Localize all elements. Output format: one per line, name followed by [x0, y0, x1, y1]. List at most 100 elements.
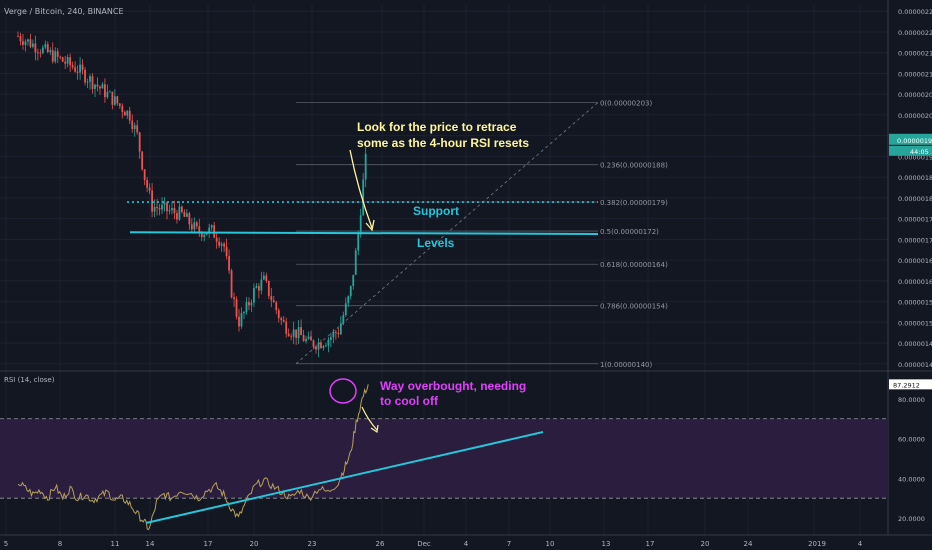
candle-body [312, 340, 315, 347]
candle-body [188, 213, 191, 225]
x-tick-label: 14 [146, 540, 155, 548]
x-tick-label: 13 [602, 540, 611, 548]
candle-body [121, 105, 124, 112]
candle-body [153, 206, 156, 212]
x-tick-label: 17 [204, 540, 213, 548]
candle-body [332, 332, 335, 338]
candle-body [181, 206, 183, 212]
candle-body [262, 275, 265, 280]
candle-body [302, 335, 305, 342]
annotation-overbought-2: to cool off [380, 394, 439, 408]
candle-body [292, 329, 295, 337]
candle-body [362, 179, 365, 216]
candle-body [297, 327, 300, 338]
candle-body [56, 51, 59, 57]
candle-body [89, 76, 91, 82]
fib-level-label: 0.618(0.00000164) [600, 261, 668, 269]
candle-body [240, 313, 243, 327]
candle-body [357, 234, 360, 251]
rsi-band [0, 418, 888, 499]
candle-body [141, 151, 144, 170]
candle-body [282, 320, 285, 322]
countdown-label: 44:05 [910, 148, 929, 156]
rsi-annotation-arrowhead [370, 424, 379, 434]
candle-body [178, 206, 181, 220]
candle-body [158, 208, 161, 210]
x-tick-label: 5 [4, 540, 8, 548]
y-tick-label: 0.00000205 [898, 91, 932, 99]
candle-body [342, 315, 345, 324]
candle-body [71, 65, 74, 68]
candle-body [325, 345, 327, 347]
candle-body [287, 333, 290, 336]
fib-level-label: 0(0.00000203) [600, 99, 652, 107]
candle-body [277, 310, 280, 319]
candle-body [334, 332, 337, 334]
candle-body [131, 120, 134, 129]
candle-body [218, 241, 221, 246]
candle-body [51, 50, 54, 62]
x-tick-label: Dec [417, 540, 431, 548]
candle-body [183, 211, 186, 217]
candle-body [307, 336, 310, 339]
candle-body [86, 81, 89, 83]
candle-body [352, 274, 355, 286]
y-tick-label: 0.00000185 [898, 174, 932, 182]
candle-body [44, 44, 47, 48]
candle-body [243, 311, 245, 314]
candle-body [161, 204, 163, 210]
candle-body [290, 335, 293, 337]
candle-body [320, 342, 322, 349]
x-tick-label: 4 [464, 540, 469, 548]
candle-body [250, 302, 253, 306]
chart-title: Verge / Bitcoin, 240, BINANCE [4, 7, 124, 16]
candle-body [210, 225, 213, 228]
candle-body [136, 125, 139, 133]
x-tick-label: 10 [546, 540, 555, 548]
candle-body [17, 36, 19, 37]
candle-body [208, 227, 211, 234]
candle-body [96, 84, 99, 87]
candle-body [32, 43, 34, 47]
y-tick-label: 0.00000165 [898, 257, 932, 265]
rsi-trend-line [145, 431, 544, 524]
fib-level-label: 0.236(0.00000188) [600, 162, 668, 170]
candle-body [238, 316, 240, 327]
candle-body [156, 206, 158, 209]
candle-body [126, 110, 129, 116]
fib-level-label: 0.5(0.00000172) [600, 228, 659, 236]
countdown-tag [889, 145, 932, 156]
candle-body [275, 302, 278, 311]
candle-body [104, 84, 106, 98]
candle-body [230, 270, 233, 298]
candle-body [305, 338, 307, 342]
candle-body [118, 103, 121, 106]
candle-body [255, 286, 258, 288]
candle-body [225, 246, 228, 257]
rsi-y-tick-label: 80.0000 [898, 396, 925, 404]
candle-body [61, 57, 64, 62]
candle-body [49, 50, 52, 53]
fib-level-label: 0.382(0.00000179) [600, 199, 668, 207]
rsi-title: RSI (14, close) [4, 376, 55, 384]
candle-body [260, 279, 263, 291]
candle-body [176, 213, 178, 220]
candle-body [94, 84, 96, 89]
candle-body [84, 69, 86, 83]
rsi-y-tick-label: 40.0000 [898, 475, 925, 483]
candle-body [128, 110, 131, 121]
x-tick-label: 11 [111, 540, 120, 548]
candle-body [123, 111, 126, 116]
candle-body [257, 286, 260, 291]
candle-body [19, 36, 22, 42]
candle-body [29, 39, 32, 47]
candle-body [36, 52, 39, 54]
candle-body [349, 285, 352, 297]
